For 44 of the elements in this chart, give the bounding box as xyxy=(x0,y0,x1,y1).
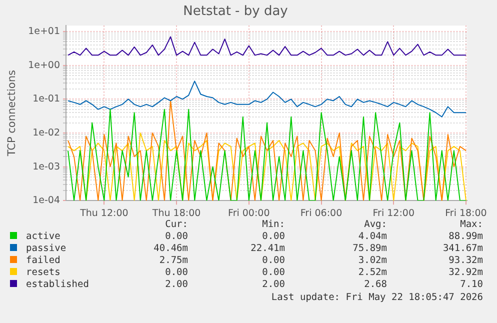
x-tick-label: Fri 12:00 xyxy=(372,208,414,219)
legend-label: failed xyxy=(25,255,62,267)
y-axis-title: TCP connections xyxy=(6,70,18,158)
x-tick-label: Thu 12:00 xyxy=(79,208,128,219)
text: 0.00 xyxy=(261,231,285,243)
text: Avg: xyxy=(363,219,387,231)
y-tick-label: 1e+00 xyxy=(28,60,60,71)
x-tick-label: Fri 18:00 xyxy=(445,208,487,219)
text: 341.67m xyxy=(442,243,483,255)
text: 32.92m xyxy=(448,267,483,279)
text: 0.00 xyxy=(164,267,188,279)
y-tick-label: 1e+01 xyxy=(28,26,60,38)
text: 2.52m xyxy=(357,267,387,279)
text: 2.00 xyxy=(261,279,285,291)
text: 40.46m xyxy=(152,243,188,255)
text: 7.10 xyxy=(459,279,483,291)
text: 0.00 xyxy=(261,267,285,279)
text: 2.75m xyxy=(158,255,188,267)
y-tick-label: 1e-03 xyxy=(32,161,60,172)
text: 0.00 xyxy=(261,255,285,267)
legend-label: resets xyxy=(25,267,62,279)
y-tick-label: 1e-01 xyxy=(32,94,60,105)
text: Min: xyxy=(261,219,285,231)
legend-label: passive xyxy=(25,243,68,255)
x-tick-label: Fri 00:00 xyxy=(228,208,270,219)
text: 22.41m xyxy=(250,243,285,255)
y-tick-label: 1e-02 xyxy=(32,127,60,138)
text: 75.89m xyxy=(352,243,387,255)
text: 4.04m xyxy=(357,231,387,243)
text: 2.00 xyxy=(164,279,188,291)
text: 2.68 xyxy=(363,279,387,291)
x-tick-label: Fri 06:00 xyxy=(300,208,342,219)
text: 93.32m xyxy=(448,255,483,267)
text: Cur: xyxy=(164,219,188,231)
text: Last update: Fri May 22 18:05:47 2026 xyxy=(271,292,483,303)
legend-label: active xyxy=(25,231,62,243)
text: 3.02m xyxy=(357,255,387,267)
legend-label: established xyxy=(25,279,90,291)
x-tick-label: Thu 18:00 xyxy=(151,208,201,219)
text: Max: xyxy=(459,219,483,231)
text: 0.00 xyxy=(164,231,188,243)
text: 88.99m xyxy=(448,231,483,243)
chart-title: Netstat - by day xyxy=(183,4,288,20)
y-tick-label: 1e-04 xyxy=(32,195,60,206)
